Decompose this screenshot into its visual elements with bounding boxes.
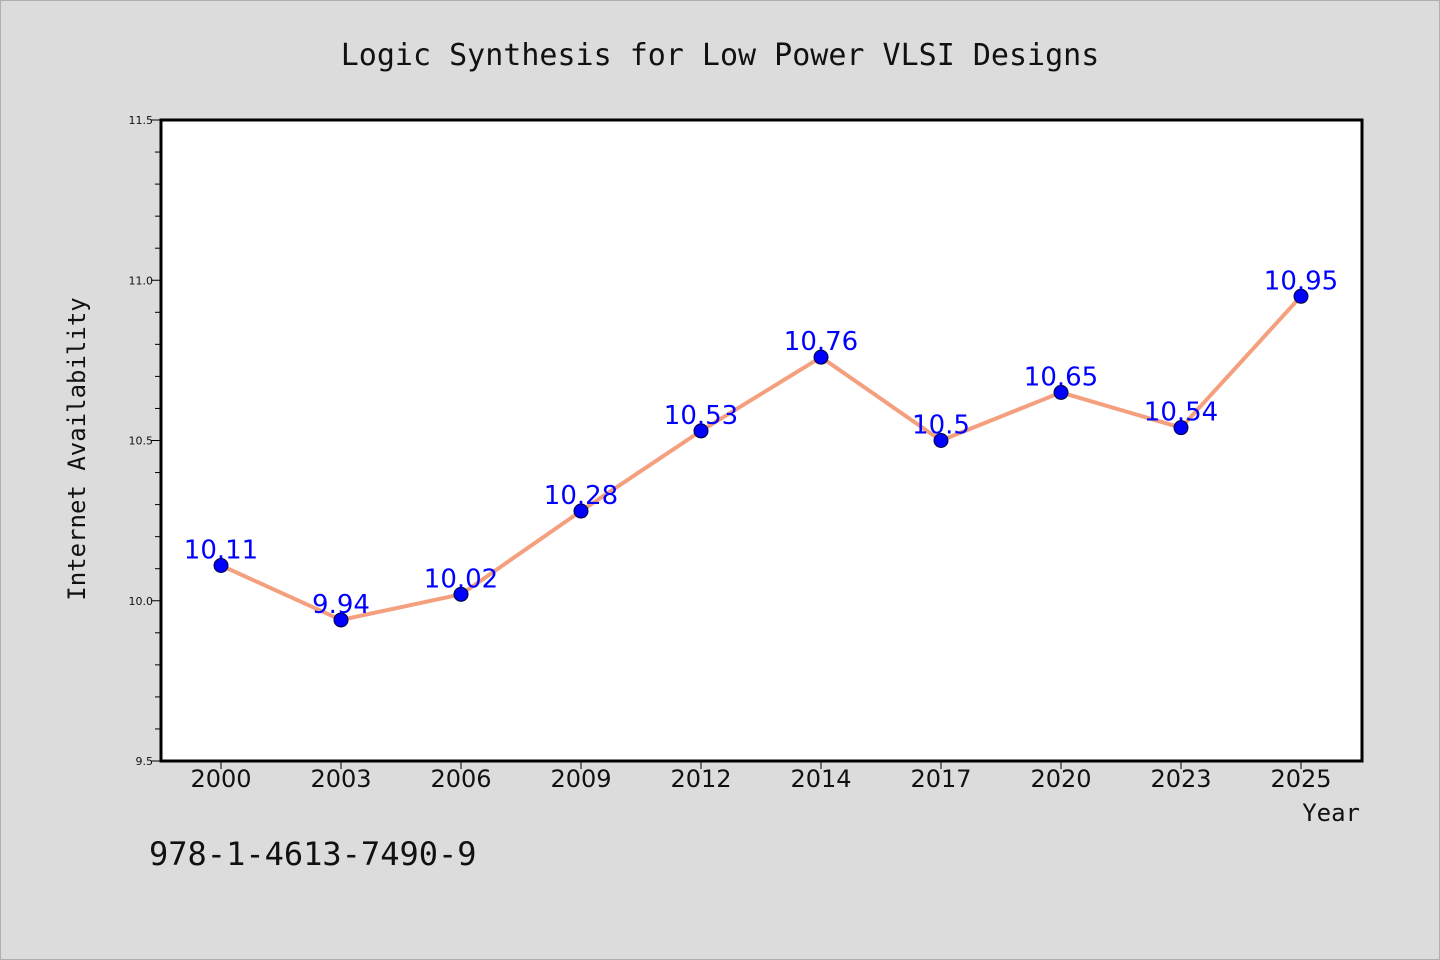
chart-title: Logic Synthesis for Low Power VLSI Desig… — [341, 38, 1100, 73]
data-label: 10.53 — [664, 401, 738, 431]
y-tick-label: 9.5 — [136, 755, 154, 768]
data-point — [1053, 384, 1069, 400]
x-tick-label: 2003 — [310, 765, 371, 793]
data-point — [1293, 288, 1309, 304]
data-label: 9.94 — [312, 590, 370, 620]
data-point — [693, 423, 709, 439]
x-tick-label: 2000 — [190, 765, 251, 793]
plot-area — [159, 118, 1364, 763]
data-label: 10.54 — [1144, 398, 1218, 428]
x-tick-label: 2023 — [1150, 765, 1211, 793]
x-tick-label: 2025 — [1270, 765, 1331, 793]
data-point — [813, 349, 829, 365]
data-point — [933, 433, 949, 448]
x-axis-ticks: 2000 2003 2006 2009 2012 2014 2017 2020 2023 2025 — [190, 761, 1332, 793]
data-point — [453, 586, 469, 602]
data-point — [333, 612, 349, 628]
x-tick-label: 2020 — [1030, 765, 1091, 793]
data-label: 10.28 — [544, 481, 618, 511]
y-tick-label: 11.5 — [129, 114, 154, 127]
isbn-footer: 978-1-4613-7490-9 — [149, 835, 477, 873]
x-tick-label: 2006 — [430, 765, 491, 793]
data-point — [573, 503, 589, 519]
data-label: 10.76 — [784, 327, 858, 357]
series-line-group — [219, 294, 1303, 622]
y-tick-label: 10.0 — [129, 595, 154, 608]
y-tick-label: 10.5 — [129, 435, 154, 448]
data-labels: 10.11 9.94 10.02 10.28 10.53 10.76 10.5 10.65 10… — [184, 266, 1338, 620]
x-tick-label: 2012 — [670, 765, 731, 793]
x-axis-label: Year — [1302, 799, 1360, 827]
data-label: 10.02 — [424, 564, 498, 594]
data-label: 10.65 — [1024, 362, 1098, 392]
data-label: 10.5 — [912, 411, 970, 441]
y-axis-label: Internet Availability — [63, 297, 91, 600]
y-tick-label: 11.0 — [129, 274, 154, 287]
x-tick-label: 2014 — [790, 765, 851, 793]
x-tick-label: 2009 — [550, 765, 611, 793]
series-line — [219, 294, 1303, 622]
data-label: 10.11 — [184, 535, 258, 565]
x-tick-label: 2017 — [910, 765, 971, 793]
data-label: 10.95 — [1264, 266, 1338, 296]
data-point — [213, 557, 229, 573]
y-axis-ticks: 9.5 10.0 10.5 11.0 11.5 — [129, 114, 161, 768]
data-markers — [213, 288, 1309, 628]
data-point — [1173, 420, 1189, 436]
